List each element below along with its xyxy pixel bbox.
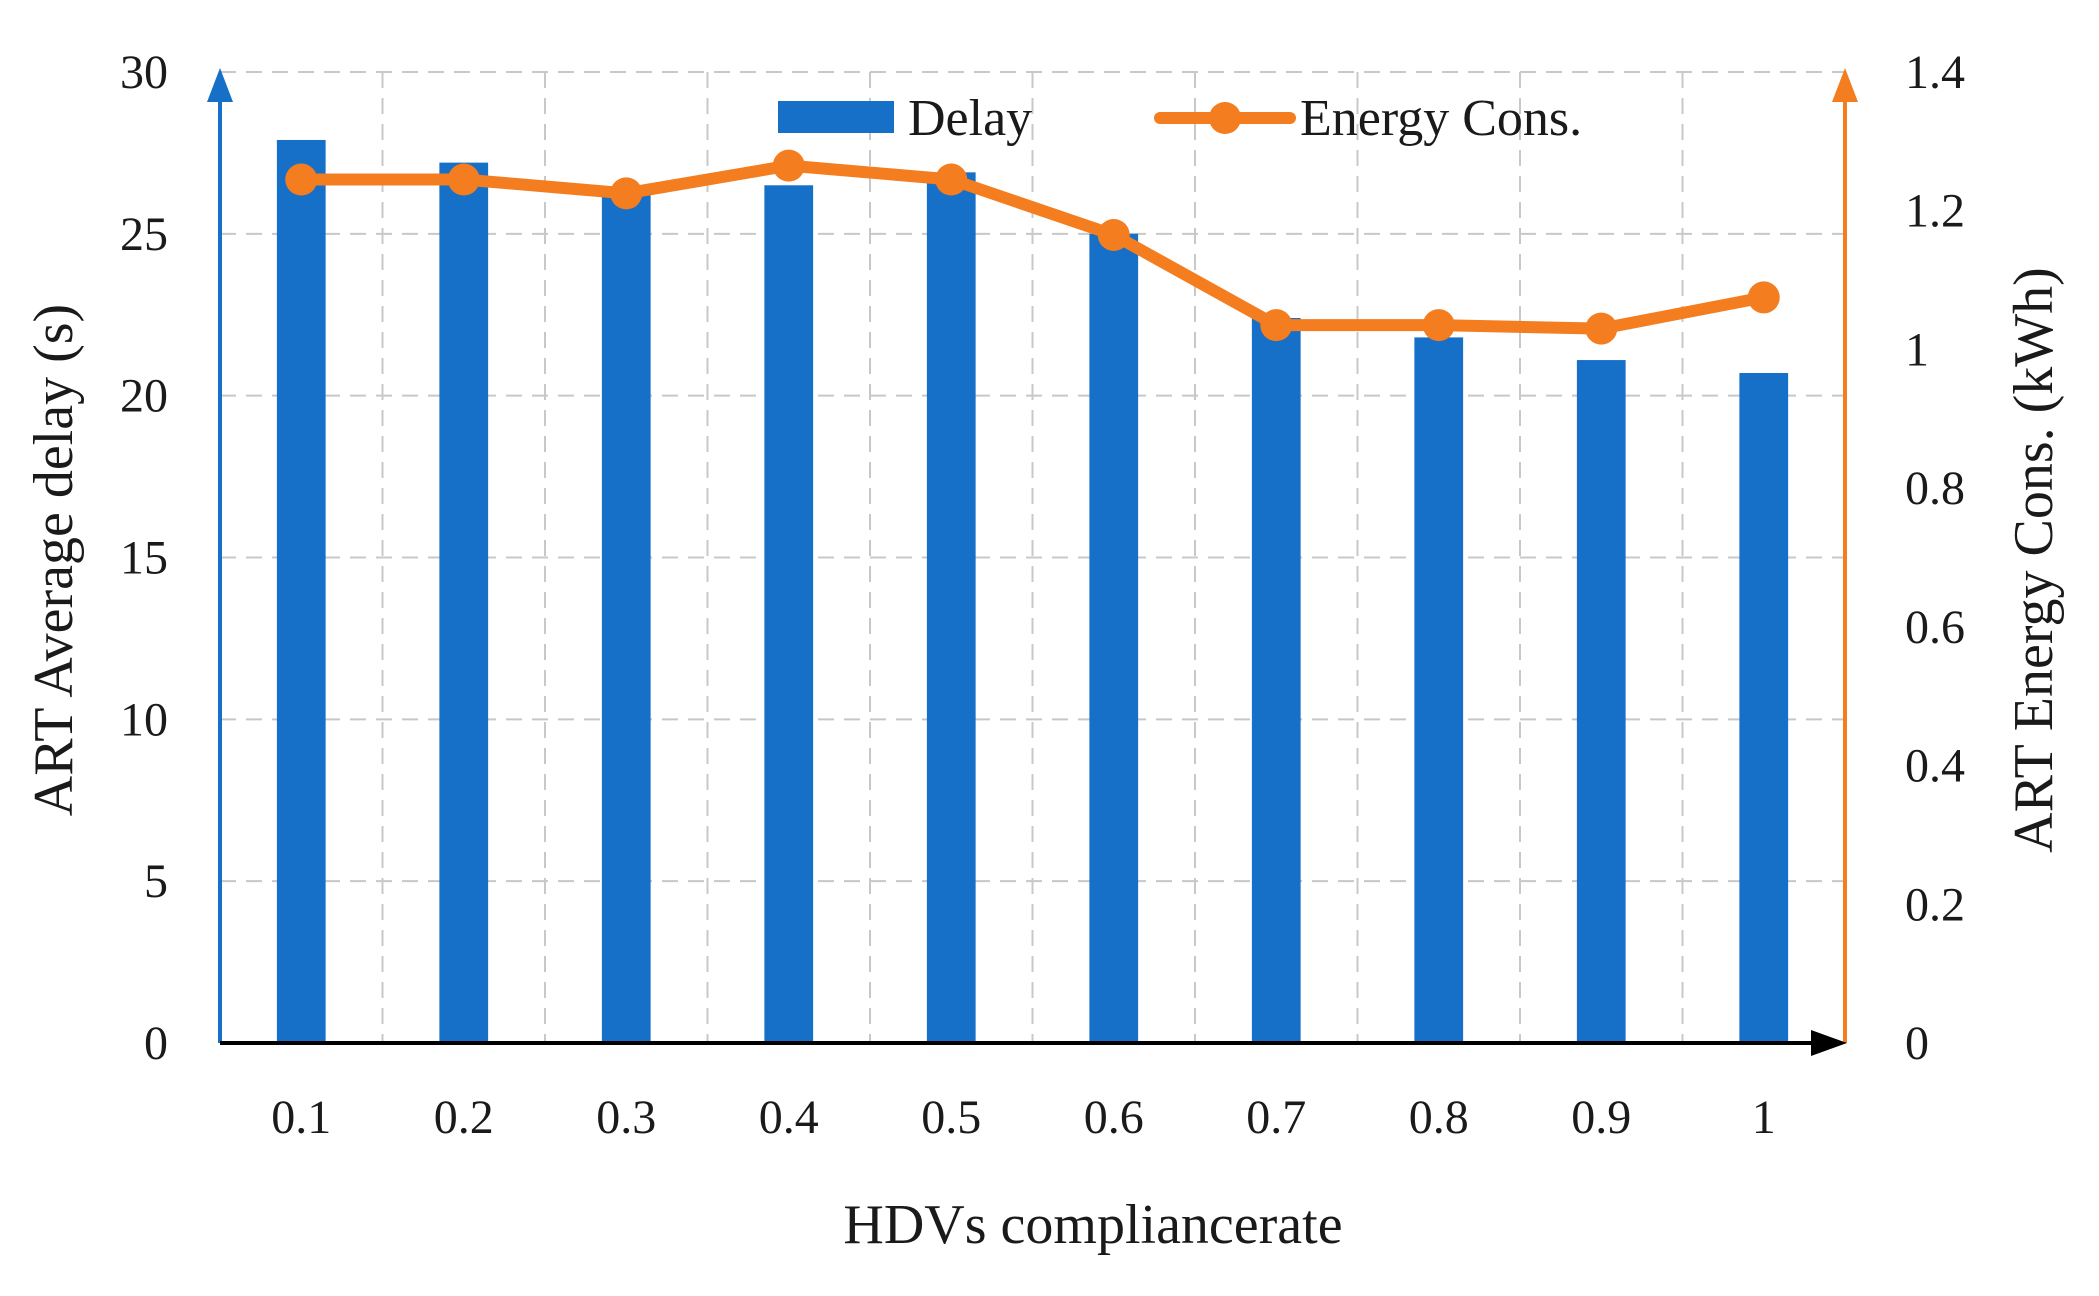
x-tick-label: 0.9 — [1571, 1091, 1631, 1144]
y2-tick-label: 0.2 — [1905, 878, 1965, 931]
energy-point — [285, 163, 318, 196]
delay-bar — [439, 162, 489, 1044]
x-tick-label: 0.4 — [759, 1091, 819, 1144]
energy-point — [772, 149, 805, 182]
legend-energy-marker — [1209, 102, 1241, 134]
delay-bar — [601, 194, 651, 1043]
axes — [207, 68, 1858, 1056]
delay-bar — [1739, 373, 1789, 1043]
x-tick-label: 0.3 — [596, 1091, 656, 1144]
y2-tick-label: 1.4 — [1905, 46, 1965, 99]
legend: Delay Energy Cons. — [778, 90, 1582, 147]
y-tick-label: 0 — [144, 1017, 168, 1070]
y2-axis-arrow — [1832, 68, 1858, 102]
y-tick-label: 5 — [144, 855, 168, 908]
energy-point — [447, 163, 480, 196]
y2-tick-label: 0 — [1905, 1017, 1929, 1070]
tick-labels: 0 5 10 15 20 25 30 0 0.2 0.4 0.6 0.8 1 1.2 1.4 0.1 0.2 0.… — [120, 46, 1965, 1144]
y2-tick-label: 1 — [1905, 323, 1929, 376]
x-tick-label: 0.6 — [1084, 1091, 1144, 1144]
legend-energy-label: Energy Cons. — [1300, 90, 1582, 147]
energy-point — [1585, 312, 1618, 345]
energy-point — [1422, 309, 1455, 342]
x-axis-arrow — [1811, 1030, 1847, 1056]
delay-bar — [1251, 317, 1301, 1043]
y2-axis-title: ART Energy Cons. (kWh) — [2003, 267, 2065, 853]
y-tick-label: 25 — [120, 208, 168, 261]
y-tick-label: 10 — [120, 693, 168, 746]
legend-delay-label: Delay — [908, 90, 1032, 147]
x-tick-label: 0.5 — [921, 1091, 981, 1144]
energy-point — [1097, 218, 1130, 251]
delay-bar — [1089, 233, 1139, 1044]
energy-point — [610, 177, 643, 210]
energy-line — [285, 149, 1780, 345]
delay-bar — [764, 185, 814, 1044]
energy-point — [935, 163, 968, 196]
x-axis-title: HDVs compliancerate — [843, 1194, 1342, 1256]
y2-tick-label: 1.2 — [1905, 185, 1965, 238]
y-tick-label: 15 — [120, 532, 168, 585]
x-tick-label: 0.7 — [1246, 1091, 1306, 1144]
x-tick-label: 0.8 — [1409, 1091, 1469, 1144]
legend-delay-swatch — [778, 101, 894, 133]
y2-tick-label: 0.4 — [1905, 740, 1965, 793]
energy-series-line — [295, 159, 1770, 335]
y-tick-label: 30 — [120, 46, 168, 99]
y-axis-arrow — [207, 68, 233, 102]
energy-point — [1260, 309, 1293, 342]
y2-tick-label: 0.8 — [1905, 462, 1965, 515]
y-tick-label: 20 — [120, 370, 168, 423]
delay-bar — [276, 139, 326, 1044]
delay-bars — [276, 139, 1789, 1044]
energy-point — [1747, 281, 1780, 314]
x-tick-label: 1 — [1752, 1091, 1776, 1144]
delay-bar — [926, 172, 976, 1043]
delay-bar — [1414, 337, 1464, 1043]
y2-tick-label: 0.6 — [1905, 601, 1965, 654]
delay-bar — [1576, 360, 1626, 1043]
y-axis-title: ART Average delay (s) — [23, 304, 85, 816]
x-tick-label: 0.1 — [271, 1091, 331, 1144]
x-tick-label: 0.2 — [434, 1091, 494, 1144]
